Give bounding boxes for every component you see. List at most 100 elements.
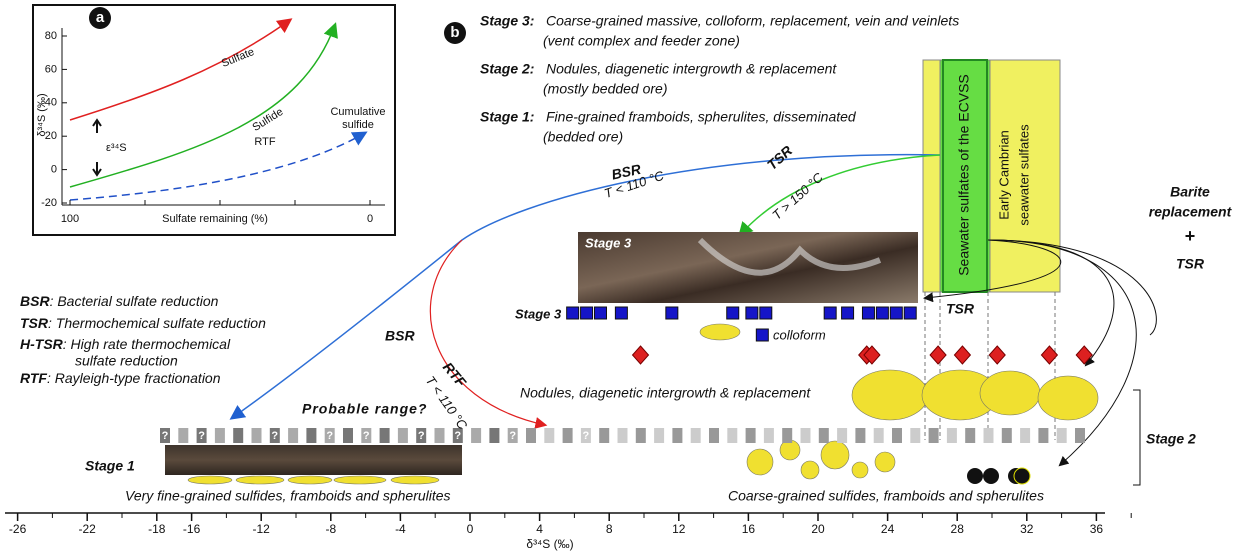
tsr-arrow: [923, 239, 1062, 303]
box-label: Early Cambrian: [996, 130, 1011, 220]
range-cell: [763, 428, 774, 443]
photo-label: Stage 3: [585, 235, 632, 250]
range-cell: [946, 428, 957, 443]
range-cell: [434, 428, 445, 443]
y-tick-label: 0: [51, 164, 57, 176]
curve-label: RTF: [254, 136, 275, 148]
range-cell: [983, 428, 994, 443]
barite-label: TSR: [1176, 256, 1205, 272]
range-cell: [397, 428, 408, 443]
question-mark: ?: [198, 430, 205, 442]
stage3-sample: [841, 306, 855, 320]
range-cell: [1038, 428, 1049, 443]
range-cell: [599, 428, 610, 443]
nodules-label: Nodules, diagenetic intergrowth & replac…: [520, 385, 811, 401]
range-cell: [343, 428, 353, 443]
range-cell: [1056, 428, 1067, 443]
black-grains: [967, 467, 1031, 485]
row-label: Stage 3: [515, 306, 562, 321]
x-tick-label: -4: [395, 522, 406, 536]
legend-entry: BSR: Bacterial sulfate reduction: [20, 293, 219, 309]
epsilon-arrow: [92, 162, 102, 177]
range-cell: [818, 428, 829, 443]
diamond-sample: [1075, 345, 1093, 365]
range-cell: [709, 428, 719, 443]
x-tick-label: -18: [148, 522, 166, 536]
legend-text: : Rayleigh-type fractionation: [47, 370, 221, 386]
stage-description: Nodules, diagenetic intergrowth & replac…: [546, 61, 837, 77]
legend-abbr: H-TSR: [20, 336, 64, 352]
stage1-photo: [165, 445, 462, 475]
range-cell: [635, 428, 646, 443]
legend-text: : High rate thermochemical: [63, 336, 231, 352]
box-label: Seawater sulfates of the ECVSS: [956, 74, 972, 276]
colloform-sample: [755, 328, 769, 342]
diamond-sample: [988, 345, 1006, 365]
panel-a-frame: [32, 4, 396, 236]
diamond-sample: [631, 345, 650, 365]
x-tick-label: 0: [467, 522, 474, 536]
y-tick-label: 80: [45, 30, 57, 42]
x-tick-label: 8: [606, 522, 613, 536]
stage-name: Stage 3:: [480, 13, 534, 29]
question-mark: ?: [509, 430, 516, 442]
range-cell: [233, 428, 244, 443]
epsilon-label: ε³⁴S: [106, 142, 127, 154]
question-mark: ?: [326, 430, 333, 442]
y-tick-label: -20: [41, 197, 57, 209]
colloform-label: colloform: [773, 327, 826, 342]
path-label: T > 150 °C: [769, 169, 826, 222]
caption: Coarse-grained sulfides, framboids and s…: [728, 488, 1044, 504]
stage-label: Stage 1: [85, 458, 135, 474]
question-mark: ?: [162, 430, 169, 442]
range-cell: [672, 428, 683, 443]
legend-abbr: BSR: [20, 293, 50, 309]
x-tick-label: -16: [183, 522, 201, 536]
curve-label: sulfide: [342, 119, 374, 131]
stage-description: Fine-grained framboids, spherulites, dis…: [546, 109, 857, 125]
range-cell: [745, 428, 756, 443]
range-cell: [1001, 428, 1012, 443]
legend-text: : Thermochemical sulfate reduction: [48, 315, 266, 331]
range-cell: [251, 428, 262, 443]
range-cell: [507, 428, 518, 443]
range-cell: [580, 428, 591, 443]
range-cell: [269, 428, 280, 443]
dashed-guides: [924, 292, 1056, 440]
stage-name: Stage 1:: [480, 109, 534, 125]
stage3-sample: [889, 306, 903, 320]
stage3-sample: [614, 306, 628, 320]
diamond-sample: [863, 345, 881, 365]
stage3-sample: [726, 306, 740, 320]
stage2-bracket: [1133, 389, 1141, 486]
sulfide-curve: [69, 22, 338, 188]
range-cell: [361, 428, 372, 443]
path-label: BSR: [385, 328, 415, 344]
y-tick-label: 40: [45, 97, 57, 109]
stage3-sample: [594, 306, 607, 320]
barite-label: +: [1185, 226, 1196, 246]
diamond-sample: [1040, 345, 1059, 365]
range-cell: [544, 428, 555, 443]
question-mark: ?: [271, 430, 278, 442]
x-tick-label: 4: [536, 522, 543, 536]
range-cell: [837, 428, 848, 443]
question-mark: ?: [454, 430, 461, 442]
range-cell: [288, 428, 299, 443]
stage3-sample: [861, 306, 875, 320]
bsr-path: [229, 153, 941, 420]
panel-label-bg: [89, 7, 111, 29]
y-tick-label: 60: [45, 63, 57, 75]
diamond-sample: [929, 345, 947, 365]
range-cell: [782, 428, 793, 443]
stage-description: Coarse-grained massive, colloform, repla…: [546, 13, 959, 29]
cumulative-curve: [69, 131, 368, 201]
legend-entry: H-TSR: High rate thermochemical: [20, 336, 231, 352]
legend-abbr: RTF: [20, 370, 47, 386]
stage3-sample: [745, 306, 759, 320]
range-cell: [892, 428, 902, 443]
range-cell: [855, 428, 866, 443]
tsr-arrow: [987, 239, 1137, 467]
panel-label: b: [450, 24, 459, 41]
